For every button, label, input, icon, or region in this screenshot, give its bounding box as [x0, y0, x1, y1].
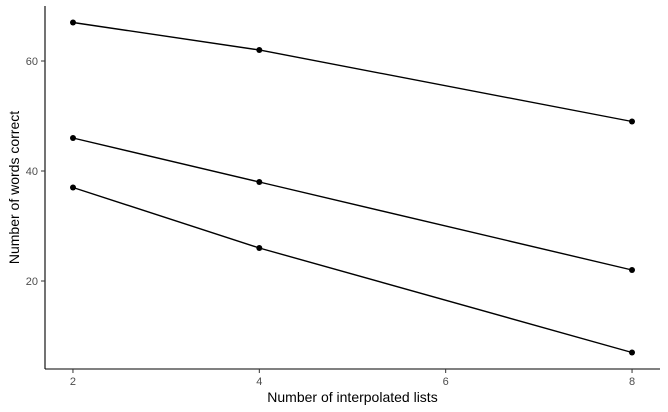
y-tick-label: 40 [26, 166, 38, 178]
series [70, 19, 635, 356]
axes [44, 6, 660, 370]
data-point [70, 19, 76, 26]
ticks: 2 4 6 8 20 40 60 [26, 56, 635, 388]
data-point [70, 135, 76, 141]
series-line-1 [72, 21, 633, 123]
data-point [629, 118, 635, 125]
data-point [629, 349, 635, 356]
y-tick-label: 20 [26, 276, 38, 288]
x-tick-label: 6 [443, 376, 449, 388]
x-tick-label: 2 [70, 376, 76, 388]
y-tick-label: 60 [26, 56, 38, 68]
data-point [256, 47, 263, 53]
y-axis-title: Number of words correct [6, 111, 22, 264]
data-point [256, 245, 263, 251]
data-point [256, 179, 263, 185]
series-line-2 [72, 137, 633, 271]
x-tick-label: 4 [256, 376, 262, 388]
data-point [70, 184, 76, 191]
x-axis-title: Number of interpolated lists [267, 389, 437, 405]
series-line-3 [72, 186, 633, 354]
data-point [629, 267, 635, 273]
x-tick-label: 8 [629, 376, 635, 388]
